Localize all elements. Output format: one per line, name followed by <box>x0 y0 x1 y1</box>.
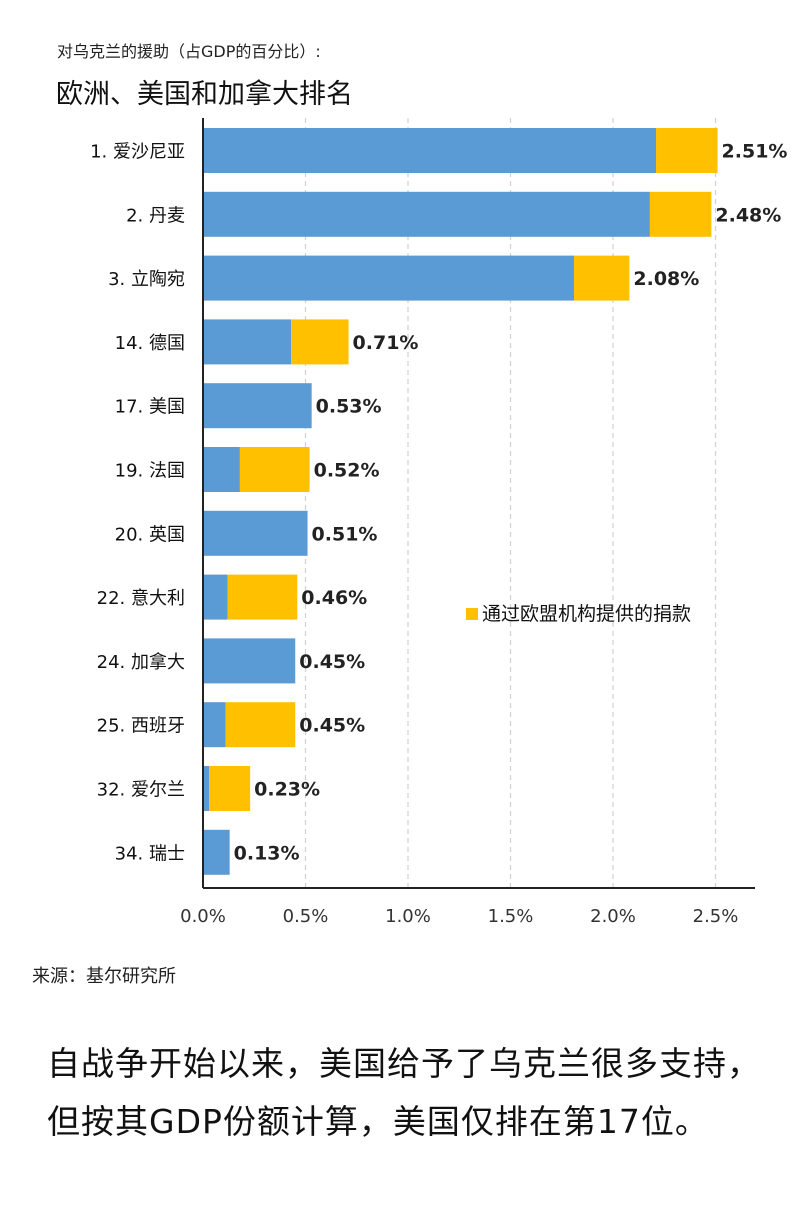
category-label: 24. 加拿大 <box>97 651 185 673</box>
bar-bilateral <box>203 255 575 301</box>
data-label: 2.51% <box>722 141 788 163</box>
bar-bilateral <box>203 510 308 556</box>
bar-chart: 0.0% 0.5% 1.0% 1.5% 2.0% 2.5% 1. 爱沙尼亚 2.51% 2. 丹… <box>90 118 788 927</box>
data-label: 0.45% <box>299 651 365 673</box>
data-label: 0.23% <box>254 779 320 801</box>
data-label: 0.52% <box>314 460 380 482</box>
data-label: 2.08% <box>633 268 699 290</box>
source-note: 来源：基尔研究所 <box>32 966 176 987</box>
category-label: 3. 立陶宛 <box>108 269 185 290</box>
category-label: 20. 英国 <box>115 524 185 545</box>
bar-bilateral <box>203 383 312 429</box>
bar-bilateral <box>203 829 230 875</box>
x-tick-label: 1.0% <box>385 906 431 927</box>
category-label: 14. 德国 <box>115 333 185 354</box>
x-tick-label: 0.5% <box>283 906 329 927</box>
bar-eu-contribution <box>649 191 712 237</box>
bar-bilateral <box>203 638 296 684</box>
bar-bilateral <box>203 702 226 748</box>
bar-bilateral <box>203 447 240 492</box>
legend-swatch <box>466 608 478 620</box>
category-label: 32. 爱尔兰 <box>97 780 185 801</box>
bar-eu-contribution <box>209 766 251 811</box>
data-label: 0.46% <box>301 587 367 609</box>
bar-eu-contribution <box>656 128 718 173</box>
x-tick-label: 2.0% <box>590 906 636 927</box>
category-label: 17. 美国 <box>115 397 185 418</box>
chart-subtitle: 对乌克兰的援助（占GDP的百分比）: <box>57 42 321 61</box>
bar-bilateral <box>203 191 650 237</box>
bar-bilateral <box>203 319 292 365</box>
data-label: 0.13% <box>234 842 300 864</box>
data-label: 0.51% <box>312 523 378 545</box>
bar-bilateral <box>203 766 210 811</box>
chart-title: 欧洲、美国和加拿大排名 <box>56 79 353 110</box>
category-label: 1. 爱沙尼亚 <box>90 142 185 163</box>
x-tick-label: 0.0% <box>180 906 226 927</box>
bar-bilateral <box>203 574 228 620</box>
data-label: 2.48% <box>715 204 781 226</box>
bar-eu-contribution <box>225 702 296 748</box>
data-label: 0.53% <box>316 396 382 418</box>
category-label: 25. 西班牙 <box>97 716 185 737</box>
category-label: 2. 丹麦 <box>126 205 185 226</box>
bar-eu-contribution <box>574 255 630 301</box>
data-label: 0.71% <box>353 332 419 354</box>
category-label: 19. 法国 <box>115 461 185 482</box>
legend-label: 通过欧盟机构提供的捐款 <box>482 603 691 625</box>
bar-eu-contribution <box>291 319 349 365</box>
x-tick-label: 2.5% <box>693 906 739 927</box>
bar-eu-contribution <box>239 447 310 492</box>
data-label: 0.45% <box>299 715 365 737</box>
x-tick-label: 1.5% <box>488 906 534 927</box>
caption-text: 自战争开始以来，美国给予了乌克兰很多支持，但按其GDP份额计算，美国仅排在第17… <box>47 1044 761 1141</box>
category-label: 22. 意大利 <box>97 588 185 609</box>
category-label: 34. 瑞士 <box>115 843 185 864</box>
bar-bilateral <box>203 128 657 173</box>
bar-eu-contribution <box>227 574 298 620</box>
